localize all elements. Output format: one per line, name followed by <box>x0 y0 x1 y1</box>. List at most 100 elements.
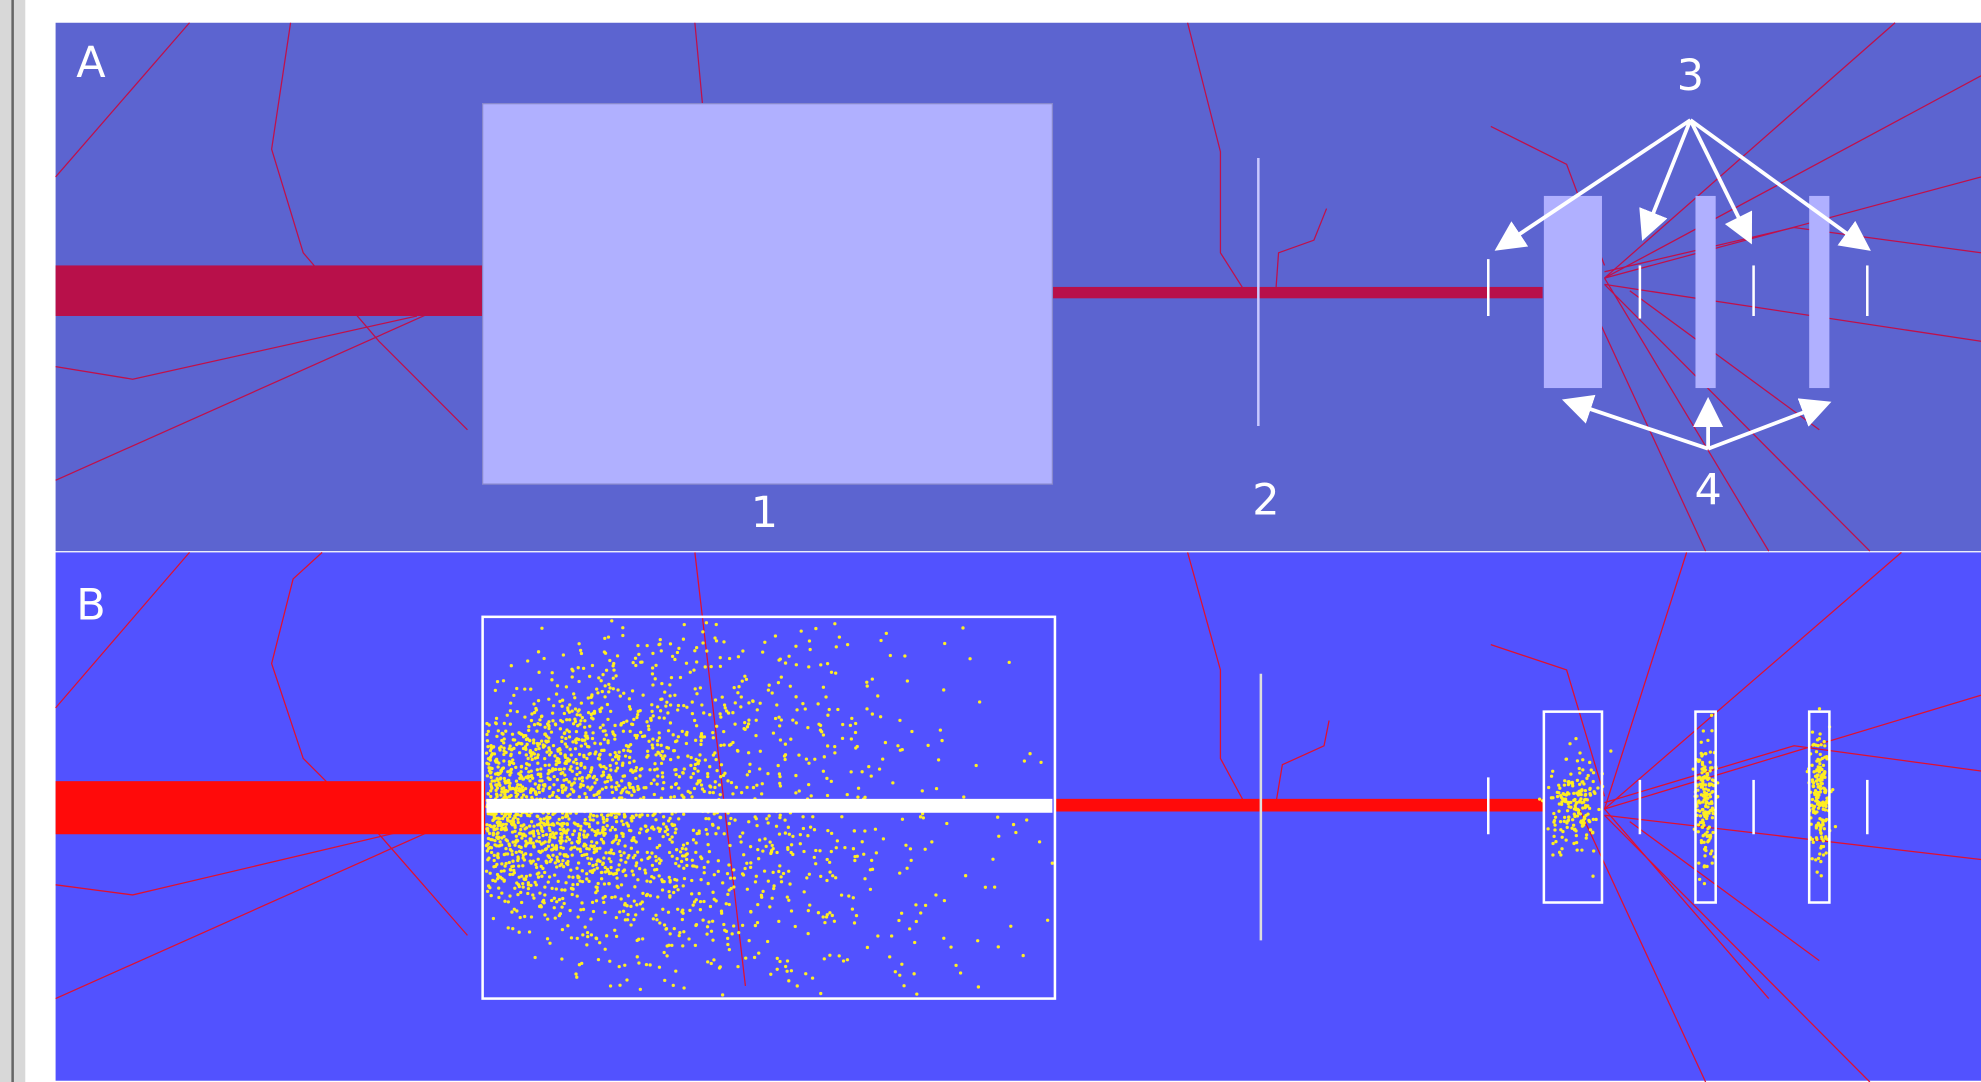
dot <box>1592 818 1595 821</box>
dot <box>526 659 529 662</box>
dot <box>581 739 584 742</box>
dot <box>602 821 605 824</box>
dot <box>976 939 979 942</box>
dot <box>704 817 707 820</box>
dot <box>719 656 722 659</box>
dot <box>645 880 648 883</box>
dot <box>1581 768 1584 771</box>
dot <box>1819 860 1822 863</box>
dot <box>784 753 787 756</box>
dot <box>582 754 585 757</box>
dot <box>758 767 761 770</box>
dot <box>562 853 565 856</box>
dot <box>768 840 771 843</box>
dot <box>636 785 639 788</box>
dot <box>656 783 659 786</box>
dot <box>508 795 511 798</box>
dot <box>625 822 628 825</box>
dot <box>884 741 887 744</box>
dot <box>568 703 571 706</box>
dot <box>731 792 734 795</box>
dot <box>631 689 634 692</box>
dot <box>801 815 804 818</box>
dot <box>633 854 636 857</box>
dot <box>704 665 707 668</box>
dot <box>778 960 781 963</box>
beam <box>56 265 483 316</box>
dot <box>705 932 708 935</box>
dot <box>486 739 489 742</box>
dot <box>503 780 506 783</box>
dot <box>761 651 764 654</box>
dot <box>1705 772 1708 775</box>
dot <box>695 692 698 695</box>
dot <box>693 900 696 903</box>
dot <box>1704 815 1707 818</box>
dot <box>934 893 937 896</box>
dot <box>700 703 703 706</box>
dot <box>856 855 859 858</box>
dot <box>1710 729 1713 732</box>
dot <box>851 907 854 910</box>
dot <box>606 824 609 827</box>
dot <box>823 755 826 758</box>
dot <box>632 760 635 763</box>
dot <box>590 701 593 704</box>
dot <box>1823 744 1826 747</box>
dot <box>503 900 506 903</box>
dot <box>904 844 907 847</box>
dot <box>1559 853 1562 856</box>
dot <box>634 657 637 660</box>
dot <box>687 937 690 940</box>
dot <box>726 937 729 940</box>
dot <box>486 745 489 748</box>
dot <box>578 795 581 798</box>
dot <box>592 794 595 797</box>
dot <box>1702 767 1705 770</box>
dot <box>571 883 574 886</box>
dot <box>604 948 607 951</box>
dot <box>534 792 537 795</box>
dot <box>565 862 568 865</box>
dot <box>715 725 718 728</box>
dot <box>737 655 740 658</box>
dot <box>732 868 735 871</box>
dot <box>576 915 579 918</box>
dot <box>574 972 577 975</box>
dot <box>587 696 590 699</box>
dot <box>529 874 532 877</box>
dot <box>575 976 578 979</box>
dot <box>777 870 780 873</box>
dot <box>828 954 831 957</box>
dot <box>553 897 556 900</box>
dot <box>635 766 638 769</box>
dot <box>646 814 649 817</box>
dot <box>490 785 493 788</box>
dot <box>658 921 661 924</box>
dot <box>490 851 493 854</box>
dot <box>508 773 511 776</box>
dot <box>618 910 621 913</box>
dot <box>1812 811 1815 814</box>
dot <box>539 773 542 776</box>
dot <box>658 830 661 833</box>
dot <box>710 962 713 965</box>
dot <box>602 901 605 904</box>
dot <box>504 838 507 841</box>
dot <box>574 758 577 761</box>
dot <box>502 835 505 838</box>
dot <box>668 894 671 897</box>
dot <box>1823 790 1826 793</box>
dot <box>807 932 810 935</box>
dot <box>583 792 586 795</box>
dot <box>603 637 606 640</box>
dot <box>673 795 676 798</box>
dot <box>693 767 696 770</box>
dot <box>610 619 613 622</box>
dot <box>534 707 537 710</box>
dot <box>775 851 778 854</box>
dot <box>1817 857 1820 860</box>
dot <box>510 910 513 913</box>
dot <box>551 813 554 816</box>
dot <box>587 880 590 883</box>
